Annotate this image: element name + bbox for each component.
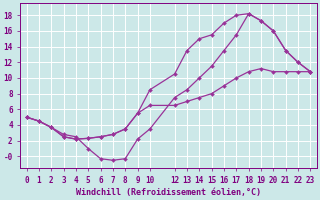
X-axis label: Windchill (Refroidissement éolien,°C): Windchill (Refroidissement éolien,°C) <box>76 188 261 197</box>
